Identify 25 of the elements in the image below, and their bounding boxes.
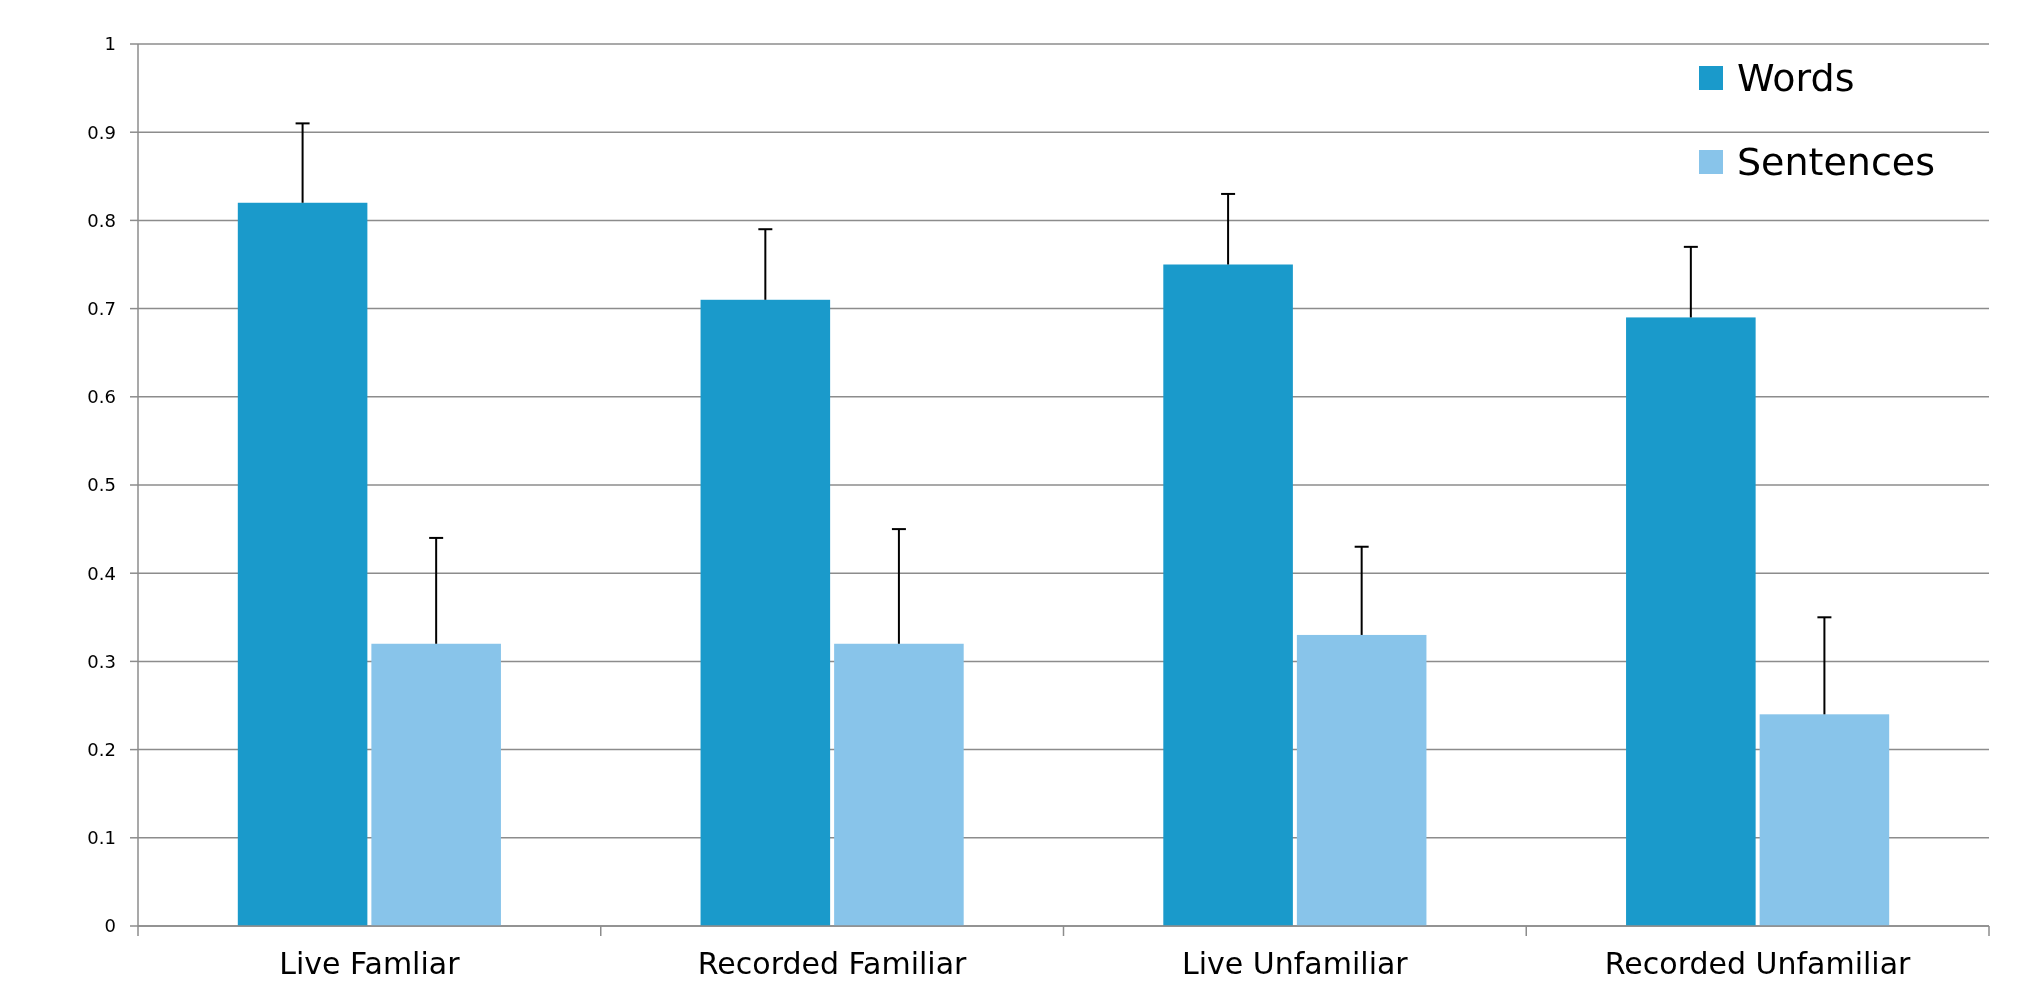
y-tick-label: 0.4 (87, 562, 116, 584)
bar (371, 643, 501, 926)
y-tick-label: 0.7 (87, 297, 116, 319)
y-tick-label: 0.1 (87, 827, 116, 849)
bar (1759, 714, 1890, 926)
y-tick-label: 0.8 (87, 209, 116, 231)
x-tick-label: Recorded Unfamiliar (1604, 946, 1912, 981)
x-tick-label: Live Unfamiliar (1182, 946, 1409, 981)
bar (700, 299, 831, 926)
y-tick-label: 1 (104, 33, 116, 55)
y-tick-label: 0.9 (87, 121, 116, 143)
y-tick-label: 0.5 (87, 474, 116, 496)
bar (1626, 317, 1756, 926)
y-tick-label: 0.3 (87, 650, 116, 672)
bar (1163, 264, 1293, 926)
legend-label: Sentences (1737, 140, 1936, 185)
legend-label: Words (1737, 56, 1855, 101)
y-tick-label: 0 (104, 915, 116, 937)
bar (834, 643, 964, 926)
x-tick-label: Recorded Familiar (697, 946, 968, 981)
y-tick-label: 0.6 (87, 386, 116, 408)
bar (1296, 634, 1427, 926)
y-tick-label: 0.2 (87, 738, 116, 760)
bar (237, 202, 368, 926)
x-tick-label: Live Famliar (279, 946, 461, 981)
